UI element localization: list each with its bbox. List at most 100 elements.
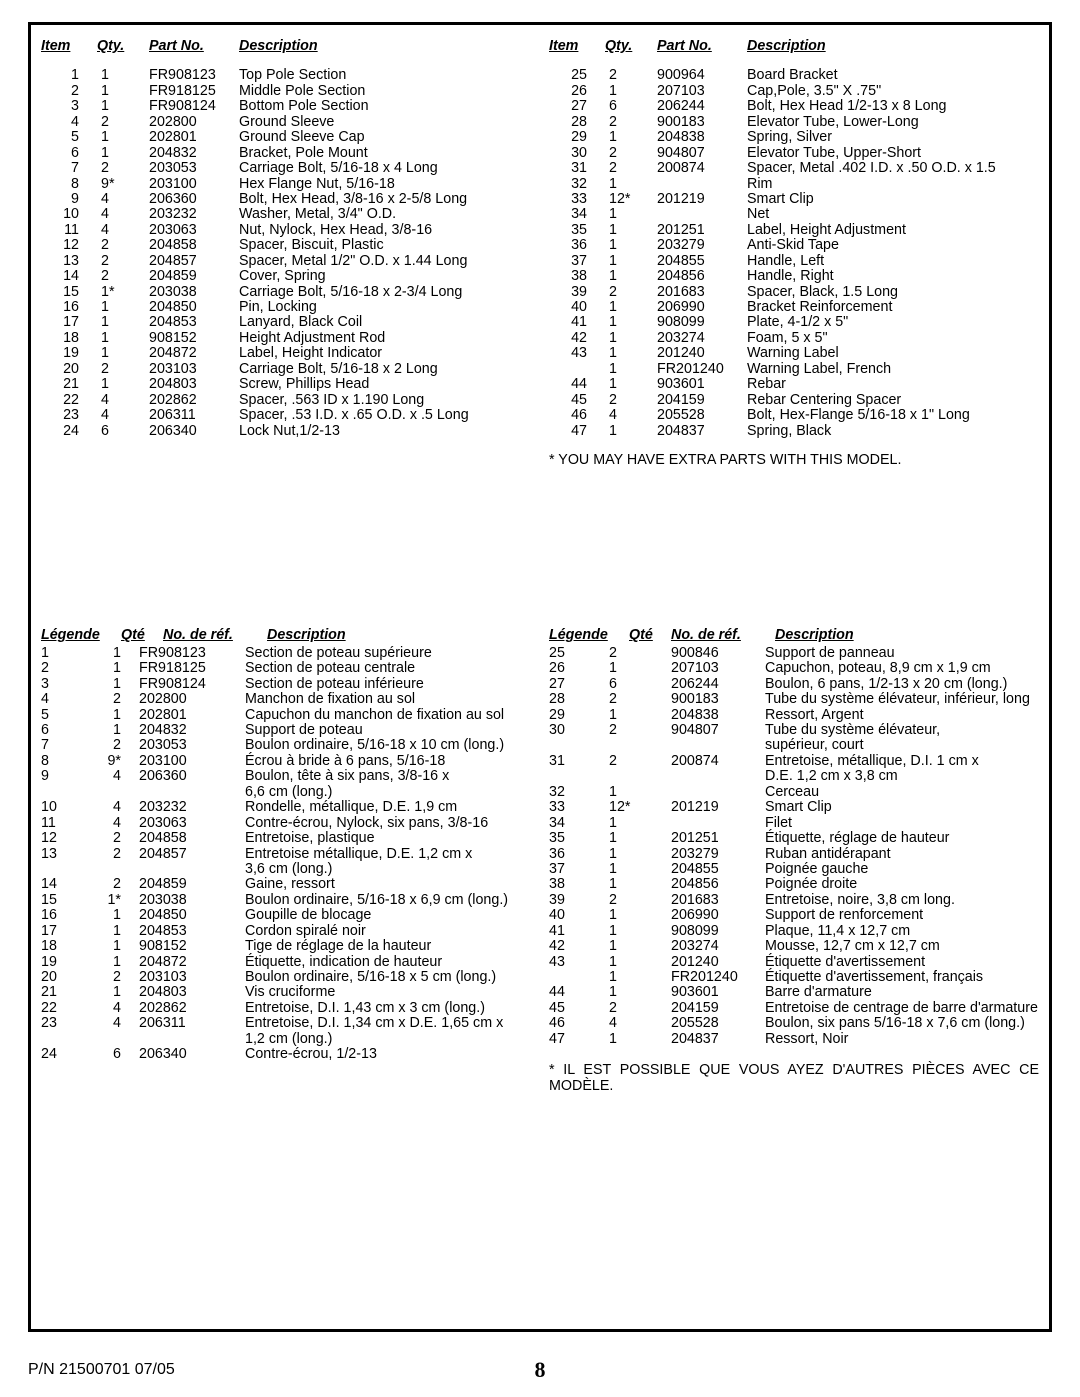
hdr-desc: Description bbox=[267, 628, 346, 643]
cell-qty bbox=[89, 1032, 139, 1047]
cell-desc: Boulon ordinaire, 5/16-18 x 5 cm (long.) bbox=[245, 970, 531, 985]
cell-part bbox=[671, 769, 765, 784]
cell-item: 23 bbox=[41, 1016, 89, 1031]
cell-part: 206990 bbox=[657, 300, 747, 315]
cell-part: 900183 bbox=[657, 115, 747, 130]
cell-desc: Capuchon, poteau, 8,9 cm x 1,9 cm bbox=[765, 661, 1039, 676]
english-headers-right: Item Qty. Part No. Description bbox=[549, 39, 1039, 54]
table-row: 104203232Washer, Metal, 3/4" O.D. bbox=[41, 207, 531, 222]
cell-part: 201219 bbox=[657, 192, 747, 207]
cell-part: 206340 bbox=[139, 1047, 245, 1062]
cell-part: 203063 bbox=[149, 223, 239, 238]
table-row: 72203053Boulon ordinaire, 5/16-18 x 10 c… bbox=[41, 738, 531, 753]
cell-qty: 4 bbox=[89, 800, 139, 815]
cell-qty: 2 bbox=[609, 692, 671, 707]
cell-item: 13 bbox=[41, 847, 89, 862]
cell-part: 201683 bbox=[657, 285, 747, 300]
cell-part: 204855 bbox=[657, 254, 747, 269]
cell-qty: 12* bbox=[609, 800, 671, 815]
cell-item: 24 bbox=[41, 1047, 89, 1062]
cell-qty: 2 bbox=[97, 269, 149, 284]
cell-part: 205528 bbox=[657, 408, 747, 423]
cell-qty: 6 bbox=[89, 1047, 139, 1062]
cell-item: 16 bbox=[41, 300, 97, 315]
cell-desc: Smart Clip bbox=[747, 192, 1039, 207]
cell-desc: Boulon, 6 pans, 1/2-13 x 20 cm (long.) bbox=[765, 677, 1039, 692]
cell-part: 900846 bbox=[671, 646, 765, 661]
cell-item: 31 bbox=[549, 754, 609, 769]
cell-part bbox=[657, 177, 747, 192]
cell-part: 203053 bbox=[149, 161, 239, 176]
table-row: 361203279Anti-Skid Tape bbox=[549, 238, 1039, 253]
cell-part: FR908124 bbox=[149, 99, 239, 114]
cell-qty: 1* bbox=[97, 285, 149, 300]
cell-part: 201251 bbox=[657, 223, 747, 238]
cell-item: 16 bbox=[41, 908, 89, 923]
cell-qty: 1 bbox=[97, 84, 149, 99]
table-row: 261207103Cap,Pole, 3.5" X .75" bbox=[549, 84, 1039, 99]
cell-item: 25 bbox=[549, 68, 605, 83]
table-row: 392201683Entretoise, noire, 3,8 cm long. bbox=[549, 893, 1039, 908]
cell-qty bbox=[609, 738, 671, 753]
cell-qty: 1 bbox=[89, 677, 139, 692]
cell-desc: Cordon spiralé noir bbox=[245, 924, 531, 939]
table-row: 202203103Carriage Bolt, 5/16-18 x 2 Long bbox=[41, 362, 531, 377]
cell-qty: 2 bbox=[605, 115, 657, 130]
cell-qty: 1 bbox=[97, 377, 149, 392]
cell-item: 8 bbox=[41, 177, 97, 192]
cell-part: FR908123 bbox=[139, 646, 245, 661]
cell-desc: Boulon ordinaire, 5/16-18 x 10 cm (long.… bbox=[245, 738, 531, 753]
cell-desc: Foam, 5 x 5" bbox=[747, 331, 1039, 346]
cell-qty: 1 bbox=[605, 177, 657, 192]
cell-desc: Label, Height Adjustment bbox=[747, 223, 1039, 238]
cell-part bbox=[139, 785, 245, 800]
cell-part: 204858 bbox=[149, 238, 239, 253]
english-parts-section: Item Qty. Part No. Description 11FR90812… bbox=[41, 39, 1039, 468]
cell-qty: 2 bbox=[605, 68, 657, 83]
cell-part: 203232 bbox=[139, 800, 245, 815]
cell-part: 202800 bbox=[149, 115, 239, 130]
cell-item: 7 bbox=[41, 738, 89, 753]
cell-part: 204837 bbox=[671, 1032, 765, 1047]
cell-desc: Spacer, .563 ID x 1.190 Long bbox=[239, 393, 531, 408]
table-row: 94206360Bolt, Hex Head, 3/8-16 x 2-5/8 L… bbox=[41, 192, 531, 207]
cell-desc: Section de poteau supérieure bbox=[245, 646, 531, 661]
cell-item: 46 bbox=[549, 408, 605, 423]
cell-part: 204857 bbox=[139, 847, 245, 862]
french-left-rows: 11FR908123Section de poteau supérieure21… bbox=[41, 646, 531, 1063]
table-row: 122204858Entretoise, plastique bbox=[41, 831, 531, 846]
cell-desc: Elevator Tube, Lower-Long bbox=[747, 115, 1039, 130]
cell-desc: Carriage Bolt, 5/16-18 x 4 Long bbox=[239, 161, 531, 176]
cell-part: 204159 bbox=[657, 393, 747, 408]
cell-item: 35 bbox=[549, 223, 605, 238]
cell-part: 203274 bbox=[657, 331, 747, 346]
cell-qty: 1 bbox=[89, 723, 139, 738]
cell-desc: Étiquette, indication de hauteur bbox=[245, 955, 531, 970]
hdr-part: No. de réf. bbox=[163, 628, 267, 643]
cell-desc: Bracket, Pole Mount bbox=[239, 146, 531, 161]
cell-qty: 2 bbox=[609, 646, 671, 661]
hdr-desc: Description bbox=[239, 39, 318, 54]
cell-part: 204838 bbox=[657, 130, 747, 145]
table-row: 421203274Foam, 5 x 5" bbox=[549, 331, 1039, 346]
table-row: 351201251Étiquette, réglage de hauteur bbox=[549, 831, 1039, 846]
cell-part: 203274 bbox=[671, 939, 765, 954]
table-row: 252900964Board Bracket bbox=[549, 68, 1039, 83]
hdr-item: Légende bbox=[41, 628, 121, 643]
table-row: 452204159Entretoise de centrage de barre… bbox=[549, 1001, 1039, 1016]
table-row: 161204850Goupille de blocage bbox=[41, 908, 531, 923]
cell-item: 5 bbox=[41, 130, 97, 145]
cell-desc: Ruban antidérapant bbox=[765, 847, 1039, 862]
cell-item: 10 bbox=[41, 207, 97, 222]
cell-part: 900183 bbox=[671, 692, 765, 707]
cell-item: 44 bbox=[549, 985, 609, 1000]
cell-part: 203103 bbox=[149, 362, 239, 377]
hdr-qty: Qté bbox=[629, 628, 671, 643]
cell-part: 204850 bbox=[139, 908, 245, 923]
cell-item: 35 bbox=[549, 831, 609, 846]
table-row: 202203103Boulon ordinaire, 5/16-18 x 5 c… bbox=[41, 970, 531, 985]
hdr-qty: Qté bbox=[121, 628, 163, 643]
table-row: 3,6 cm (long.) bbox=[41, 862, 531, 877]
cell-qty: 4 bbox=[89, 1001, 139, 1016]
cell-qty: 1 bbox=[97, 346, 149, 361]
